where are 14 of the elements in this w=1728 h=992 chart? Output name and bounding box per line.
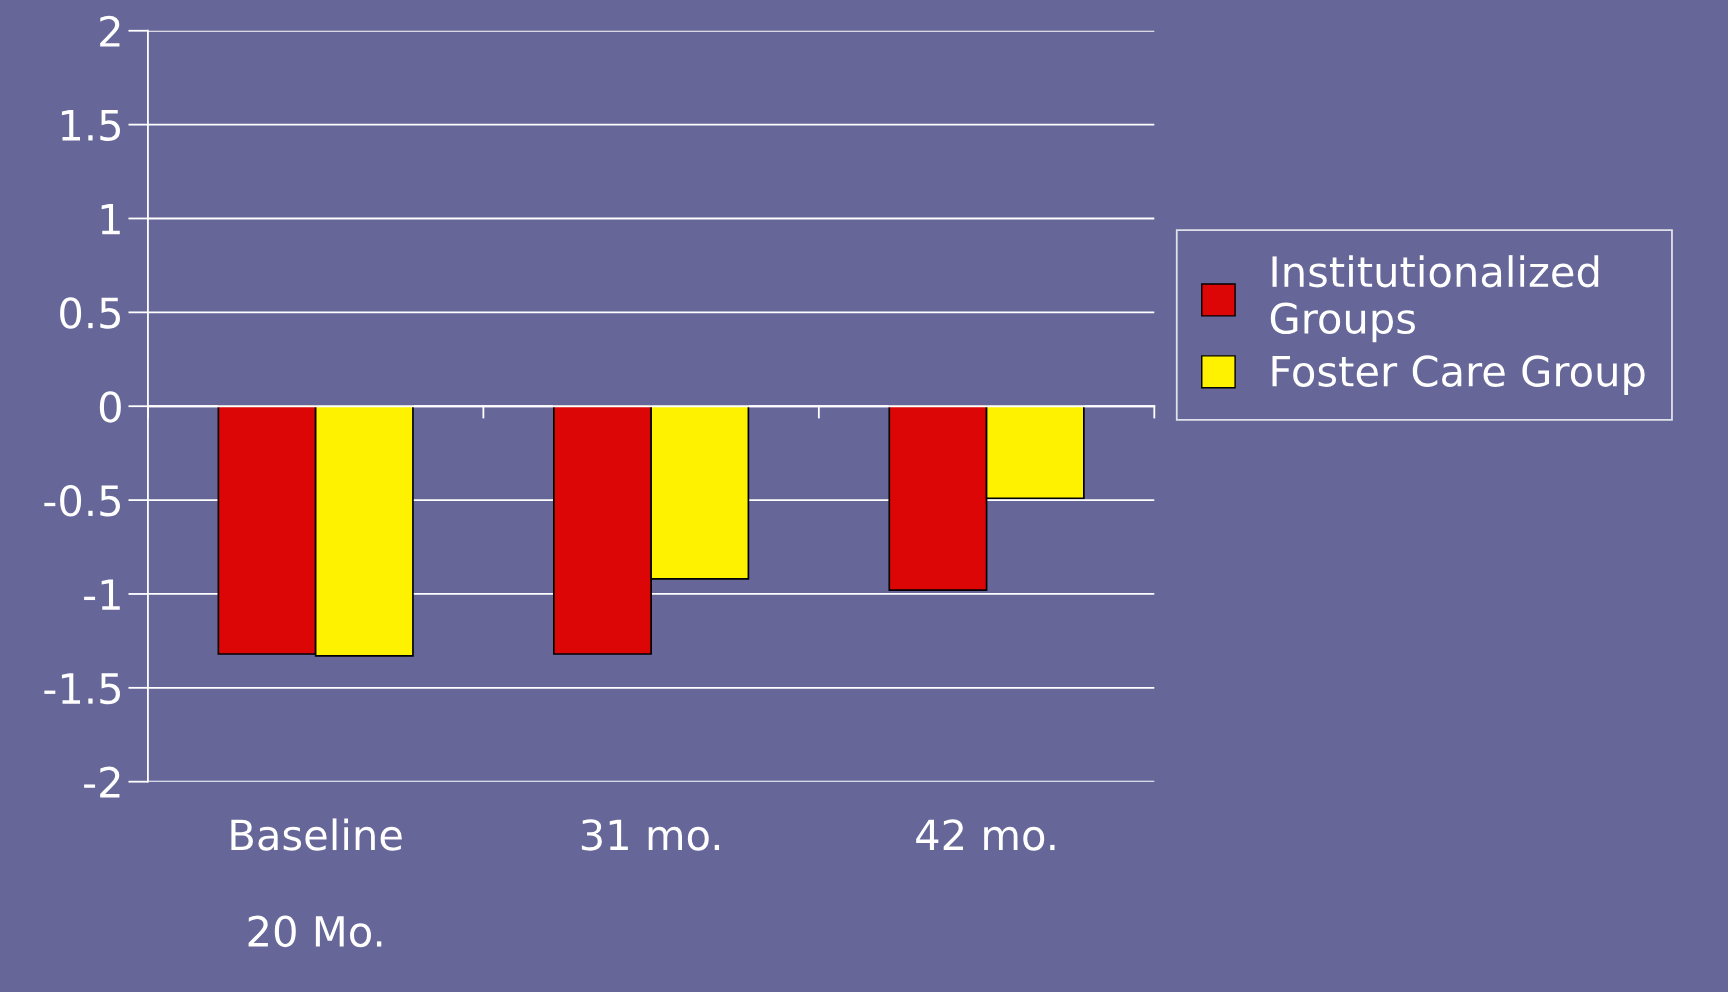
y-tick-label: -1: [84, 579, 120, 610]
y-tick-label: 0: [99, 391, 121, 423]
y-tick-label: -2: [84, 766, 120, 798]
x-tick-label: 31 mo.: [581, 819, 720, 851]
legend-label: Institutionalized Groups: [1270, 255, 1599, 343]
y-tick-label: 1: [101, 203, 120, 235]
y-tick-label: 0.5: [60, 297, 120, 329]
y-tick-label: -1.5: [44, 673, 120, 705]
y-tick-label: 1.5: [61, 110, 120, 142]
y-tick-label: -0.5: [44, 485, 120, 517]
legend-label: Foster Care Group: [1272, 355, 1645, 395]
category-label: Baseline 20 Mo.: [231, 818, 402, 948]
x-tick-label: 42 mo.: [916, 819, 1055, 851]
y-tick-label: 2: [100, 15, 120, 47]
